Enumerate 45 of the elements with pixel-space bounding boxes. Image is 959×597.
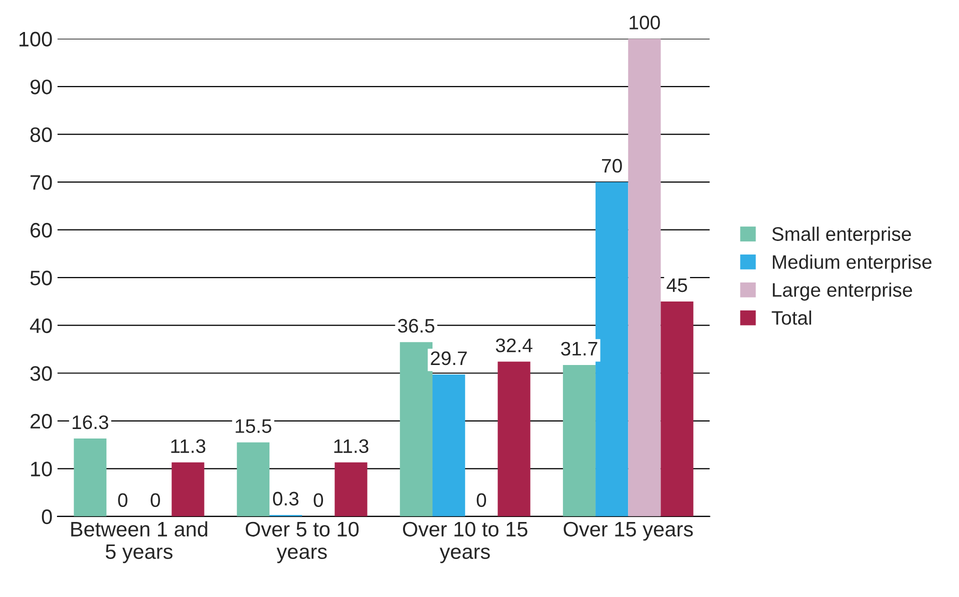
data-label: 0 — [476, 493, 486, 508]
bar — [628, 38, 661, 516]
x-tick-label: Over 15 years — [564, 522, 693, 541]
y-tick-label: 100 — [20, 32, 52, 47]
y-tick-label: 30 — [30, 366, 52, 381]
x-tick-label: Over 10 to 15 years — [402, 522, 528, 564]
data-label: 11.3 — [334, 439, 368, 454]
legend-label: Total — [772, 310, 812, 325]
data-label: 45 — [666, 278, 688, 292]
x-tick-label: Between 1 and 5 years — [71, 521, 208, 564]
data-label: 11.3 — [171, 439, 206, 454]
bar — [236, 442, 270, 516]
legend-label: Medium enterprise — [772, 254, 932, 273]
data-label: 0 — [118, 493, 128, 508]
data-label: 0 — [314, 493, 324, 508]
bar — [172, 462, 204, 516]
bar — [74, 438, 106, 516]
y-tick-label: 50 — [30, 270, 52, 286]
y-tick-label: 10 — [31, 462, 52, 476]
legend-label: Large enterprise — [772, 282, 912, 301]
data-label: 15.5 — [236, 419, 272, 433]
y-tick-label: 0 — [42, 509, 52, 524]
bar — [432, 374, 466, 516]
data-label: 36.5 — [398, 318, 434, 333]
bar — [562, 365, 596, 516]
y-tick-label: 90 — [30, 80, 52, 94]
data-label: 70 — [602, 158, 622, 173]
x-tick-label: Over 5 to 10 years — [246, 522, 359, 564]
data-label: 32.4 — [496, 338, 532, 352]
bar — [334, 462, 368, 516]
legend-label: Small enterprise — [772, 226, 911, 245]
data-label: 29.7 — [430, 351, 467, 366]
data-label: 0.3 — [273, 492, 298, 506]
bar — [660, 301, 694, 516]
data-label: 31.7 — [561, 342, 598, 356]
bar — [596, 182, 628, 516]
y-tick-label: 70 — [30, 175, 52, 190]
bar — [498, 362, 530, 516]
data-label: 100 — [630, 16, 660, 30]
y-tick-label: 80 — [30, 127, 52, 142]
y-tick-label: 60 — [30, 222, 52, 238]
data-label: 0 — [150, 493, 160, 508]
y-tick-label: 40 — [30, 318, 52, 334]
y-tick-label: 20 — [30, 414, 52, 429]
data-label: 16.3 — [72, 415, 108, 430]
